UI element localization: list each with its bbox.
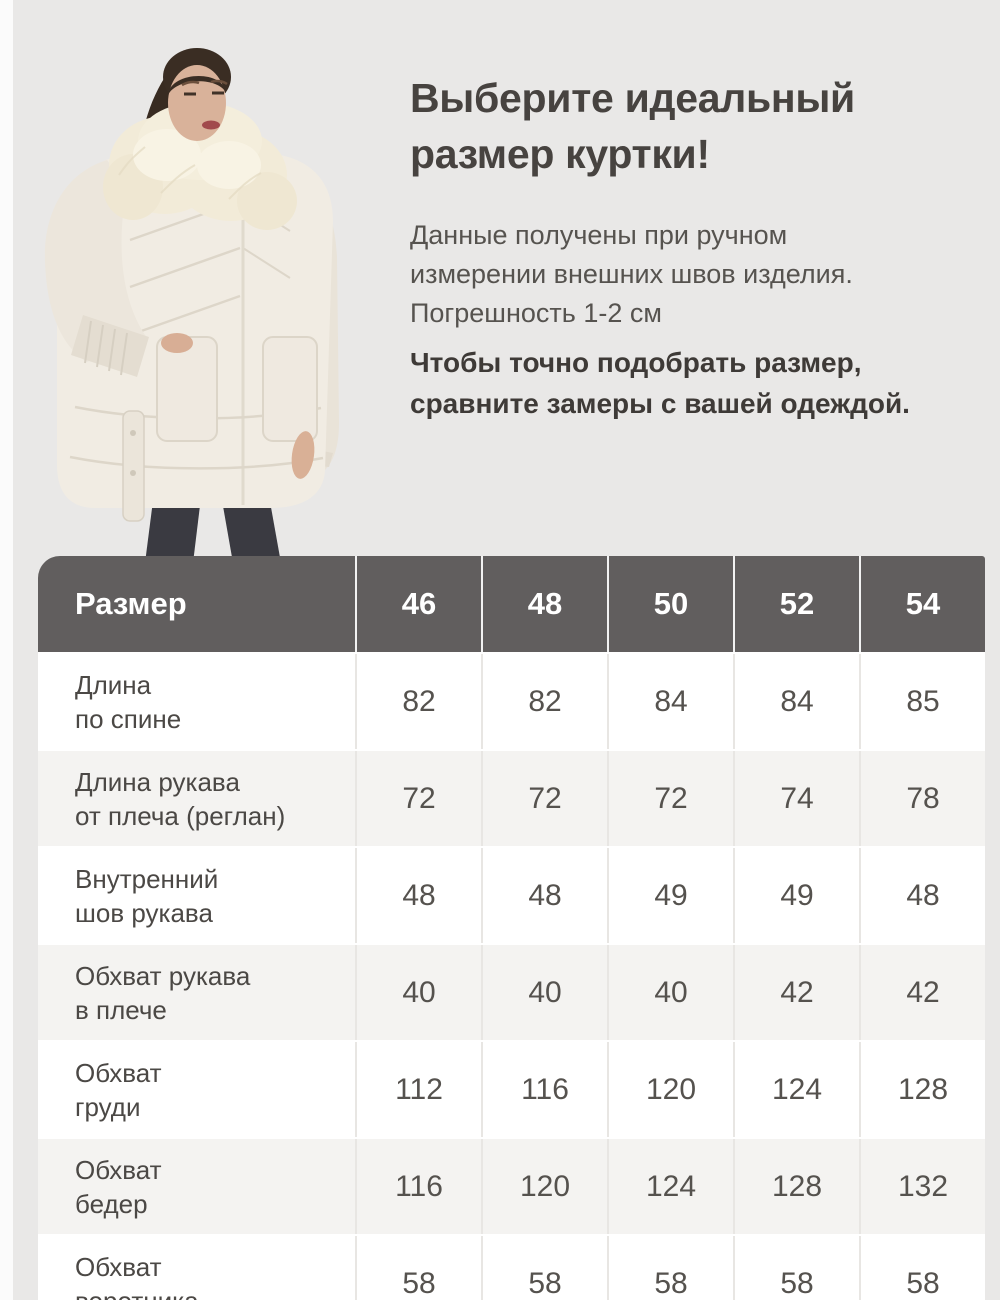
table-cell: 85	[859, 654, 985, 749]
sizing-note-line: Чтобы точно подобрать размер,	[410, 347, 862, 378]
size-table-header: Размер 46 48 50 52 54	[38, 556, 985, 652]
table-row: Внутренний шов рукава 48 48 49 49 48	[38, 846, 985, 943]
table-cell: 58	[481, 1236, 607, 1300]
description-line: Погрешность 1-2 см	[410, 298, 662, 328]
measurement-description: Данные получены при ручном измерении вне…	[410, 216, 990, 333]
table-cell: 72	[355, 751, 481, 846]
table-cell: 42	[859, 945, 985, 1040]
row-label-line: Обхват рукава	[75, 960, 251, 991]
table-cell: 42	[733, 945, 859, 1040]
description-line: измерении внешних швов изделия.	[410, 259, 853, 289]
table-cell: 72	[607, 751, 733, 846]
row-label-line: груди	[75, 1091, 141, 1122]
table-cell: 124	[607, 1139, 733, 1234]
table-row: Обхват воротника 58 58 58 58 58	[38, 1234, 985, 1300]
model-head	[163, 48, 231, 141]
table-cell: 82	[355, 654, 481, 749]
sizing-note: Чтобы точно подобрать размер, сравните з…	[410, 342, 990, 424]
product-photo	[15, 15, 390, 563]
table-row: Длина рукава от плеча (реглан) 72 72 72 …	[38, 749, 985, 846]
table-cell: 40	[481, 945, 607, 1040]
table-cell: 84	[733, 654, 859, 749]
model-hand-in-pocket	[161, 333, 193, 353]
row-label: Длина по спине	[38, 654, 355, 749]
table-cell: 112	[355, 1042, 481, 1137]
sizing-note-line: сравните замеры с вашей одеждой.	[410, 388, 910, 419]
table-cell: 74	[733, 751, 859, 846]
table-cell: 48	[859, 848, 985, 943]
description-line: Данные получены при ручном	[410, 220, 788, 250]
jacket-belt-strap	[122, 410, 145, 522]
table-cell: 120	[481, 1139, 607, 1234]
row-label: Обхват бедер	[38, 1139, 355, 1234]
table-row: Обхват рукава в плече 40 40 40 42 42	[38, 943, 985, 1040]
table-cell: 84	[607, 654, 733, 749]
row-label-line: Обхват	[75, 1057, 162, 1088]
table-cell: 40	[607, 945, 733, 1040]
row-label-line: Длина	[75, 669, 152, 700]
row-label-line: от плеча (реглан)	[75, 800, 286, 831]
row-label-line: в плече	[75, 994, 167, 1025]
table-cell: 48	[481, 848, 607, 943]
table-cell: 132	[859, 1139, 985, 1234]
table-cell: 58	[859, 1236, 985, 1300]
header-cell-size-label: Размер	[75, 586, 187, 621]
header-cell-size: 54	[859, 556, 985, 652]
row-label-line: шов рукава	[75, 897, 213, 928]
table-cell: 128	[733, 1139, 859, 1234]
page-title: Выберите идеальный размер куртки!	[410, 70, 970, 182]
table-cell: 116	[481, 1042, 607, 1137]
row-label-line: воротника	[75, 1284, 355, 1300]
row-label-line: Обхват	[75, 1154, 162, 1185]
table-cell: 49	[607, 848, 733, 943]
row-label-line: Обхват	[75, 1251, 162, 1282]
header-cell-size: 52	[733, 556, 859, 652]
page-title-line: Выберите идеальный	[410, 75, 855, 121]
row-label: Длина рукава от плеча (реглан)	[38, 751, 355, 846]
header-cell-size: 48	[481, 556, 607, 652]
model-illustration	[44, 48, 339, 563]
table-cell: 128	[859, 1042, 985, 1137]
table-cell: 49	[733, 848, 859, 943]
table-row: Длина по спине 82 82 84 84 85	[38, 652, 985, 749]
size-table: Размер 46 48 50 52 54 Длина по спине 82 …	[38, 556, 985, 1300]
row-label-line: бедер	[75, 1188, 148, 1219]
row-label-line: Внутренний	[75, 863, 219, 894]
row-label-line: по спине	[75, 703, 182, 734]
table-row: Обхват груди 112 116 120 124 128	[38, 1040, 985, 1137]
row-label: Внутренний шов рукава	[38, 848, 355, 943]
table-cell: 82	[481, 654, 607, 749]
page-title-line: размер куртки!	[410, 131, 710, 177]
table-cell: 40	[355, 945, 481, 1040]
left-margin-strip	[0, 0, 13, 1300]
table-cell: 78	[859, 751, 985, 846]
table-row: Обхват бедер 116 120 124 128 132	[38, 1137, 985, 1234]
row-label: Обхват груди	[38, 1042, 355, 1137]
table-cell: 48	[355, 848, 481, 943]
table-cell: 116	[355, 1139, 481, 1234]
table-cell: 120	[607, 1042, 733, 1137]
table-cell: 72	[481, 751, 607, 846]
table-cell: 124	[733, 1042, 859, 1137]
table-cell: 58	[733, 1236, 859, 1300]
header-cell-size: 50	[607, 556, 733, 652]
header-cell-size: 46	[355, 556, 481, 652]
row-label-line: Длина рукава	[75, 766, 240, 797]
table-cell: 58	[355, 1236, 481, 1300]
row-label: Обхват воротника	[38, 1236, 355, 1300]
model-right-hand	[291, 431, 315, 479]
table-cell: 58	[607, 1236, 733, 1300]
row-label: Обхват рукава в плече	[38, 945, 355, 1040]
